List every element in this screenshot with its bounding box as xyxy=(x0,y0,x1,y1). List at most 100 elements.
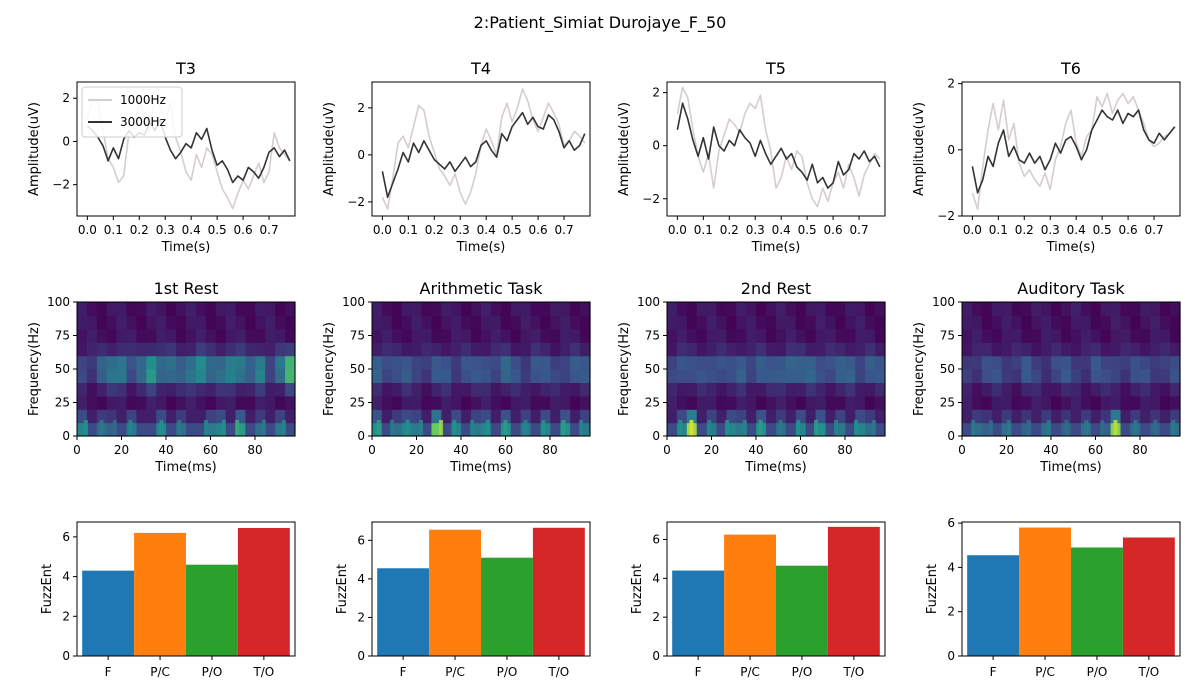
heat-cell xyxy=(431,382,442,397)
heat-cell xyxy=(96,302,108,316)
heat-cell xyxy=(1140,315,1151,330)
heat-cell xyxy=(275,342,286,357)
low-frequency-burst xyxy=(470,420,475,436)
heat-cell xyxy=(1090,409,1102,424)
heat-cell xyxy=(451,409,462,424)
heat-cell xyxy=(785,315,797,330)
heat-cell xyxy=(1090,302,1102,316)
heat-cell xyxy=(372,369,383,383)
heat-cell xyxy=(785,302,797,316)
y-tick-label: 4 xyxy=(357,572,365,586)
heat-cell xyxy=(265,302,276,316)
x-tick-label: 0.6 xyxy=(1119,223,1138,237)
panel-title: T3 xyxy=(175,59,196,78)
heat-cell xyxy=(510,342,522,357)
heat-cell xyxy=(667,302,678,316)
heat-cell xyxy=(667,342,678,357)
low-frequency-burst xyxy=(177,420,182,436)
low-frequency-burst xyxy=(871,420,876,436)
heat-cell xyxy=(971,315,983,330)
heat-cell xyxy=(1061,409,1072,424)
heat-cell xyxy=(1041,422,1052,437)
heat-cell xyxy=(471,422,482,437)
heat-cell xyxy=(510,328,522,343)
heat-cell xyxy=(186,355,197,370)
heat-cell xyxy=(441,369,452,383)
category-label: T/O xyxy=(842,665,864,679)
heat-cell xyxy=(1001,382,1013,397)
x-axis-label: Time(ms) xyxy=(744,460,806,475)
heat-cell xyxy=(146,355,157,370)
heat-cell xyxy=(1051,395,1062,410)
category-label: P/O xyxy=(497,665,518,679)
heat-cell xyxy=(166,422,177,437)
heat-cell xyxy=(726,382,737,397)
heat-cell xyxy=(186,409,197,424)
heat-cell xyxy=(1031,342,1042,357)
heat-cell xyxy=(1011,315,1023,330)
heat-cell xyxy=(696,302,708,316)
low-frequency-burst xyxy=(579,420,584,436)
x-tick-label: 0.5 xyxy=(1093,223,1112,237)
heat-cell xyxy=(381,395,393,410)
heat-cell xyxy=(106,342,118,357)
heat-cell xyxy=(372,342,383,357)
y-tick-label: 0 xyxy=(62,429,70,443)
heat-cell xyxy=(245,355,256,370)
heat-cell xyxy=(1001,369,1013,383)
heat-cell xyxy=(736,355,747,370)
heat-cell xyxy=(166,315,177,330)
heat-cell xyxy=(391,409,403,424)
low-frequency-burst xyxy=(834,420,839,436)
heat-cell xyxy=(176,315,187,330)
heat-cell xyxy=(255,342,266,357)
heat-cell xyxy=(815,369,827,383)
heat-cell xyxy=(746,382,757,397)
heat-cell xyxy=(500,382,512,397)
heat-cell xyxy=(706,355,718,370)
heat-cell xyxy=(156,302,167,316)
heat-cell xyxy=(86,409,98,424)
heat-cell xyxy=(716,369,728,383)
x-tick-label: 80 xyxy=(837,443,852,457)
heat-cell xyxy=(235,422,247,437)
heat-cell xyxy=(550,409,561,424)
heat-cell xyxy=(686,369,698,383)
heat-cell xyxy=(756,302,767,316)
low-frequency-burst xyxy=(814,420,819,436)
heat-cell xyxy=(1130,395,1141,410)
heat-cell xyxy=(1160,369,1171,383)
heat-cell xyxy=(962,395,973,410)
heat-cell xyxy=(77,342,88,357)
y-tick-label: 75 xyxy=(940,329,955,343)
heat-cell xyxy=(1011,409,1023,424)
heat-cell xyxy=(156,369,167,383)
heat-cell xyxy=(255,355,266,370)
category-label: P/C xyxy=(740,665,760,679)
heat-cell xyxy=(381,369,393,383)
x-tick-label: 0.0 xyxy=(668,223,687,237)
heat-cell xyxy=(510,302,522,316)
heat-cell xyxy=(1150,355,1161,370)
x-tick-label: 0.4 xyxy=(1067,223,1086,237)
heat-cell xyxy=(126,409,138,424)
heat-cell xyxy=(1140,328,1151,343)
category-label: T/O xyxy=(1137,665,1159,679)
heat-cell xyxy=(1110,315,1122,330)
heat-cell xyxy=(726,409,737,424)
heat-cell xyxy=(716,342,728,357)
heat-cell xyxy=(96,355,108,370)
heat-cell xyxy=(77,302,88,316)
x-tick-label: 0.0 xyxy=(963,223,982,237)
heat-cell xyxy=(835,382,846,397)
heat-cell xyxy=(195,422,207,437)
heat-cell xyxy=(245,328,256,343)
heat-cell xyxy=(381,328,393,343)
heat-cell xyxy=(86,369,98,383)
heat-cell xyxy=(500,369,512,383)
heat-cell xyxy=(716,382,728,397)
heat-cell xyxy=(1061,355,1072,370)
heat-cell xyxy=(500,395,512,410)
heat-cell xyxy=(421,369,433,383)
heat-cell xyxy=(146,342,157,357)
